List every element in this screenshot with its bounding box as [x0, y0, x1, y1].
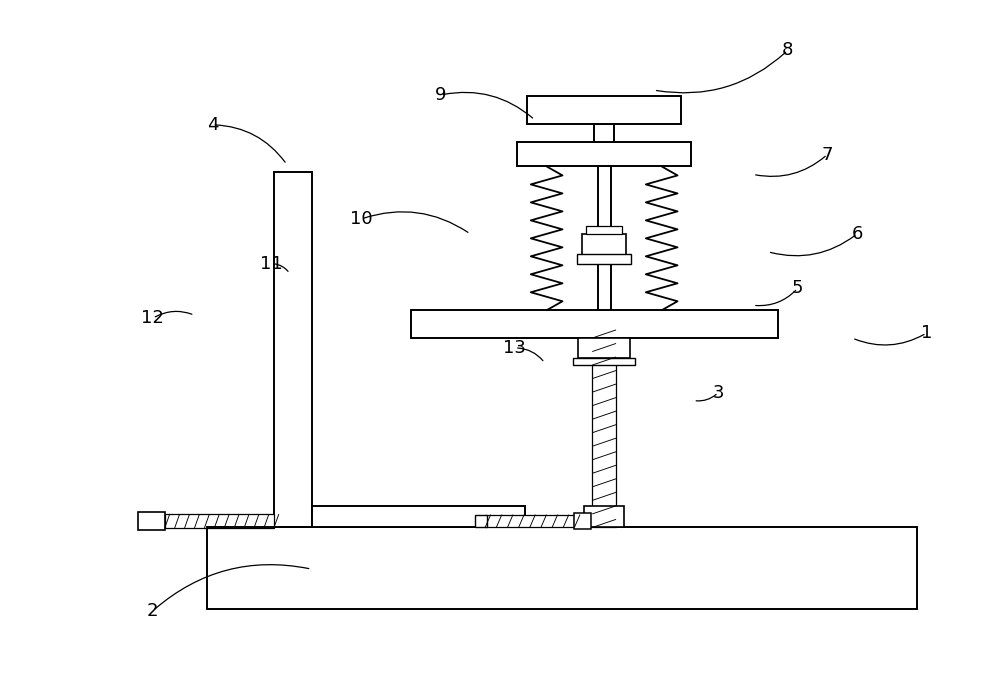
Bar [573, 358, 635, 365]
Text: 5: 5 [792, 279, 803, 297]
Bar [586, 226, 622, 234]
Bar [592, 338, 616, 527]
Text: 8: 8 [782, 42, 793, 59]
Bar [411, 310, 778, 338]
Text: 11: 11 [260, 255, 283, 273]
Bar [312, 505, 525, 527]
Bar [274, 172, 312, 527]
Bar [598, 167, 611, 310]
Bar [138, 512, 165, 530]
Text: 1: 1 [921, 324, 932, 342]
Bar [574, 513, 591, 529]
Text: 6: 6 [851, 225, 863, 243]
Bar [594, 124, 614, 141]
Text: 3: 3 [712, 384, 724, 402]
Text: 7: 7 [822, 145, 833, 163]
Text: 2: 2 [147, 602, 159, 619]
Bar [517, 141, 691, 167]
Bar [527, 96, 681, 124]
Bar [475, 515, 487, 527]
Bar [207, 527, 917, 609]
Text: 4: 4 [207, 116, 218, 134]
Text: 9: 9 [435, 86, 446, 104]
Bar [577, 253, 631, 264]
Bar [582, 234, 626, 255]
Bar [485, 514, 574, 527]
Text: 13: 13 [503, 339, 526, 357]
Bar [578, 338, 630, 358]
Bar [165, 514, 274, 528]
Text: 12: 12 [141, 309, 164, 327]
Bar [584, 505, 624, 527]
Text: 10: 10 [350, 210, 372, 228]
